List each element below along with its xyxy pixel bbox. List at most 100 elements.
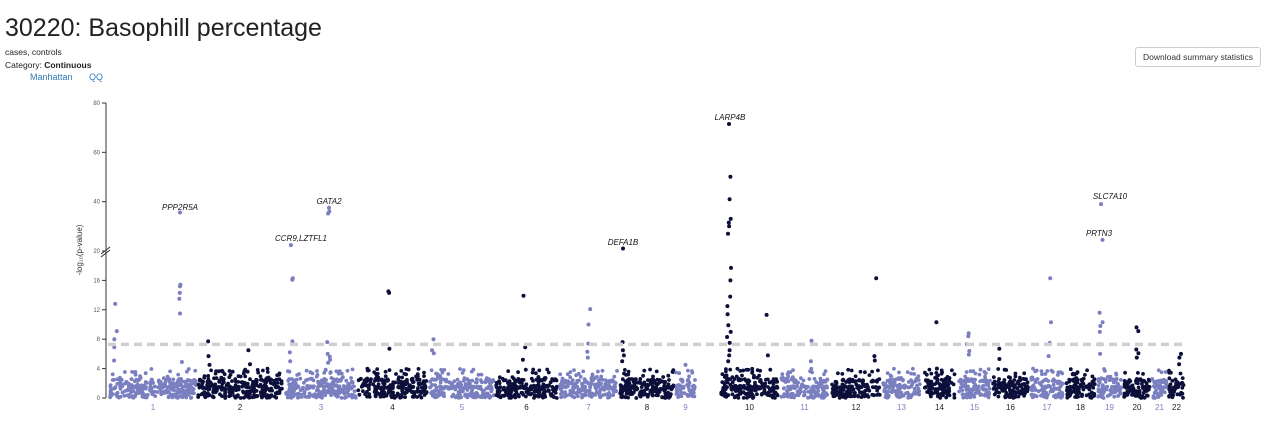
variant-point: [402, 371, 407, 376]
variant-point: [615, 369, 619, 373]
variant-point: [353, 394, 357, 398]
variant-point: [601, 385, 605, 390]
variant-point: [391, 393, 396, 398]
variant-point: [247, 385, 252, 389]
variant-point: [912, 372, 917, 376]
variant-point: [302, 390, 307, 394]
variant-point: [1174, 380, 1179, 385]
y-axis: 0 4 8 12 16 20 40 60 80: [93, 101, 111, 402]
variant-point: [906, 385, 911, 390]
variant-point: [344, 395, 349, 399]
variant-point: [176, 372, 181, 377]
variant-point: [176, 381, 181, 386]
variant-point: [361, 389, 365, 393]
variant-point: [117, 377, 122, 382]
variant-point: [108, 383, 113, 387]
variant-point: [279, 387, 283, 391]
variant-point: [423, 391, 428, 396]
variant-point: [889, 374, 894, 379]
variant-point: [513, 395, 518, 400]
variant-point: [863, 370, 867, 375]
variant-point: [987, 386, 992, 391]
variant-point: [345, 368, 350, 373]
variant-point: [654, 385, 659, 389]
variant-point: [663, 394, 668, 399]
variant-point: [823, 380, 828, 384]
variant-point: [603, 378, 608, 382]
variant-point: [1170, 378, 1175, 383]
variant-point: [648, 367, 652, 372]
variant-point: [263, 384, 267, 389]
chromosome-label: 7: [586, 403, 591, 412]
peak-point: [112, 358, 117, 363]
variant-point: [412, 392, 417, 397]
variant-point: [1114, 377, 1119, 382]
tab-manhattan[interactable]: Manhattan: [30, 72, 73, 82]
variant-point: [149, 367, 154, 371]
variant-point: [939, 371, 944, 376]
variant-point: [135, 391, 140, 396]
peak-point: [431, 337, 436, 342]
variant-point: [209, 382, 214, 386]
variant-point: [382, 384, 387, 389]
variant-point: [514, 391, 519, 396]
chromosome-label: 19: [1105, 403, 1114, 412]
variant-point: [981, 387, 986, 392]
download-summary-statistics-button[interactable]: Download summary statistics: [1135, 47, 1261, 67]
variant-point: [1118, 388, 1122, 393]
variant-point: [220, 369, 225, 374]
variant-point: [192, 378, 196, 382]
variant-point: [1048, 384, 1052, 389]
variant-point: [320, 390, 325, 394]
variant-point: [802, 390, 807, 394]
variant-point: [925, 378, 930, 383]
variant-point: [436, 393, 441, 398]
variant-point: [750, 385, 754, 389]
variant-point: [446, 372, 451, 376]
variant-point: [296, 395, 301, 400]
variant-point: [654, 369, 659, 374]
variant-point: [1110, 385, 1114, 389]
tab-qq[interactable]: QQ: [89, 72, 104, 82]
variant-point: [389, 384, 393, 389]
variant-point: [1175, 385, 1180, 390]
variant-point: [602, 392, 607, 397]
variant-point: [589, 381, 593, 386]
chromosome-label: 15: [970, 403, 979, 412]
variant-point: [470, 378, 475, 383]
variant-point: [439, 367, 443, 372]
variant-point: [1137, 390, 1142, 394]
peak-point: [727, 224, 732, 229]
variant-point: [242, 380, 247, 385]
variant-point: [143, 371, 148, 376]
variant-point: [801, 378, 806, 383]
variant-point: [349, 376, 353, 380]
variant-point: [398, 395, 403, 400]
variant-point: [886, 389, 890, 394]
variant-point: [477, 385, 482, 389]
axis-break-mark: [100, 249, 111, 258]
variant-point: [167, 377, 172, 381]
variant-point: [184, 393, 188, 398]
variant-point: [530, 370, 535, 375]
variant-point: [306, 377, 310, 382]
peak-point: [585, 355, 590, 360]
variant-point: [383, 369, 388, 374]
variant-point: [457, 396, 461, 400]
variant-point: [774, 377, 779, 382]
variant-point: [598, 395, 602, 400]
variant-point: [1079, 377, 1084, 382]
variant-point: [1152, 380, 1157, 385]
variant-point: [692, 387, 697, 391]
variant-point: [790, 391, 795, 396]
variant-point: [142, 392, 147, 397]
variant-point: [596, 369, 600, 374]
variant-point: [984, 393, 989, 398]
variant-point: [503, 389, 508, 394]
variant-point: [941, 393, 945, 398]
variant-point: [1052, 386, 1057, 390]
variant-point: [823, 369, 828, 374]
peak-point: [874, 276, 879, 281]
variant-point: [539, 387, 544, 392]
